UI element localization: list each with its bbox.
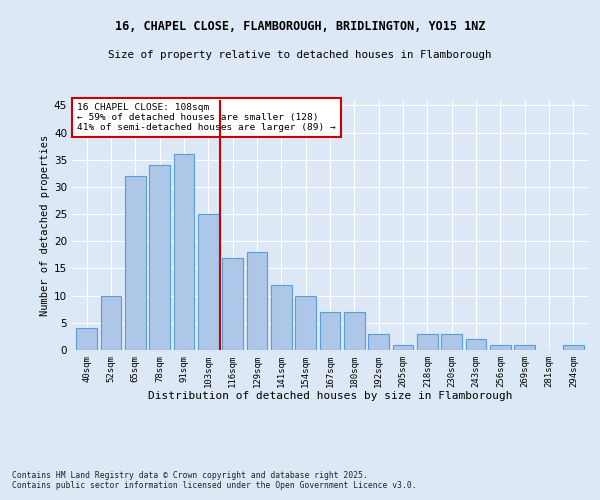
X-axis label: Distribution of detached houses by size in Flamborough: Distribution of detached houses by size … — [148, 392, 512, 402]
Bar — [125, 176, 146, 350]
Bar — [320, 312, 340, 350]
Bar — [76, 328, 97, 350]
Bar — [271, 285, 292, 350]
Bar — [295, 296, 316, 350]
Bar — [514, 344, 535, 350]
Text: Contains HM Land Registry data © Crown copyright and database right 2025.
Contai: Contains HM Land Registry data © Crown c… — [12, 470, 416, 490]
Bar — [222, 258, 243, 350]
Bar — [173, 154, 194, 350]
Text: Size of property relative to detached houses in Flamborough: Size of property relative to detached ho… — [108, 50, 492, 60]
Bar — [563, 344, 584, 350]
Bar — [417, 334, 438, 350]
Bar — [442, 334, 462, 350]
Bar — [149, 165, 170, 350]
Text: 16, CHAPEL CLOSE, FLAMBOROUGH, BRIDLINGTON, YO15 1NZ: 16, CHAPEL CLOSE, FLAMBOROUGH, BRIDLINGT… — [115, 20, 485, 33]
Bar — [392, 344, 413, 350]
Y-axis label: Number of detached properties: Number of detached properties — [40, 134, 50, 316]
Bar — [247, 252, 268, 350]
Bar — [368, 334, 389, 350]
Bar — [101, 296, 121, 350]
Bar — [490, 344, 511, 350]
Bar — [198, 214, 218, 350]
Text: 16 CHAPEL CLOSE: 108sqm
← 59% of detached houses are smaller (128)
41% of semi-d: 16 CHAPEL CLOSE: 108sqm ← 59% of detache… — [77, 102, 336, 132]
Bar — [466, 339, 487, 350]
Bar — [344, 312, 365, 350]
